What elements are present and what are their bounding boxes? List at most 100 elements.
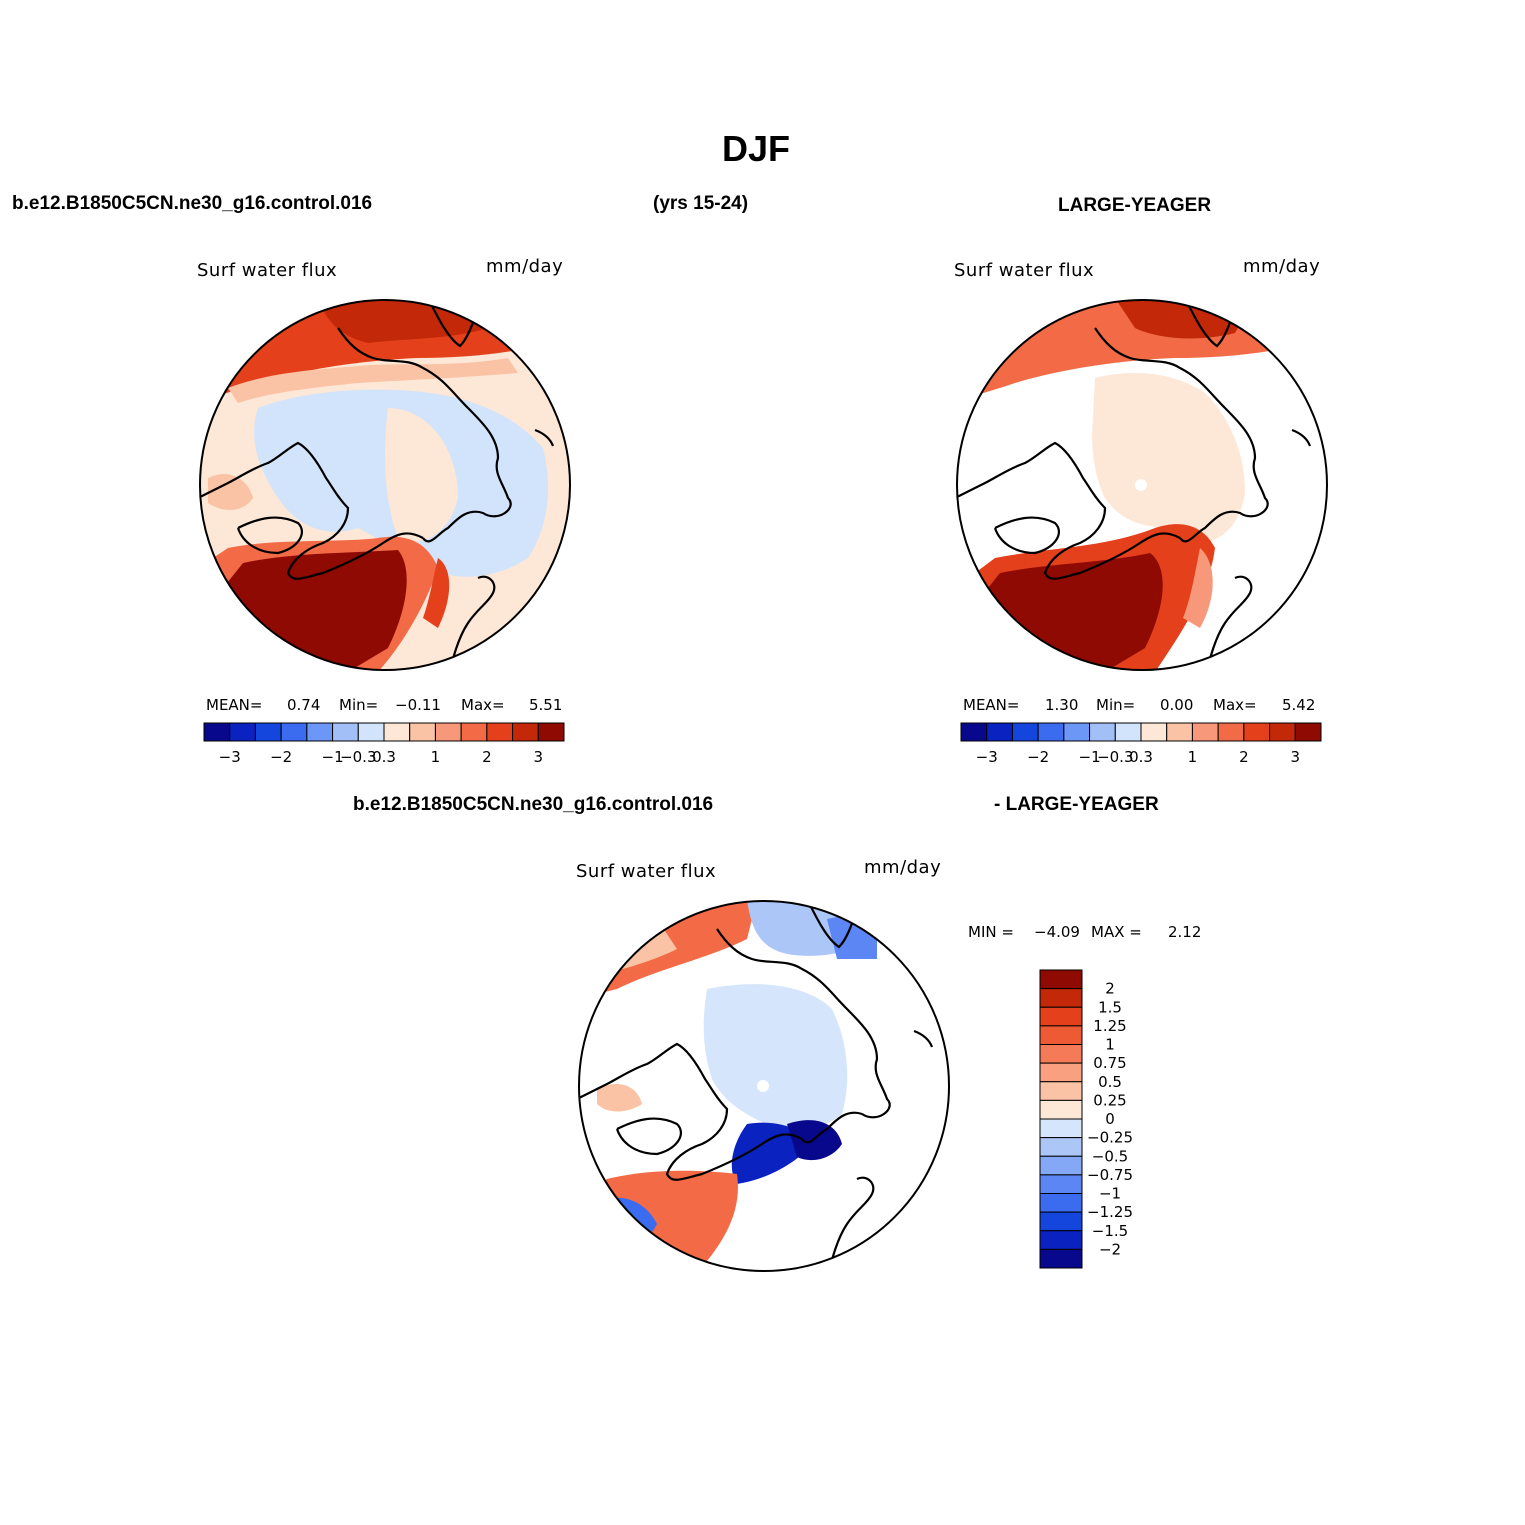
obs-colorbar-box <box>1063 722 1091 742</box>
model-min-label: Min= <box>339 696 379 714</box>
diff-colorbar-tick: 0.5 <box>1098 1073 1122 1091</box>
diff-colorbar-tick: −1.5 <box>1092 1222 1128 1240</box>
model-colorbar-box <box>203 722 231 742</box>
model-colorbar-box <box>306 722 334 742</box>
model-colorbar-box <box>280 722 308 742</box>
obs-colorbar-box <box>1089 722 1116 742</box>
diff-map-boundary <box>578 900 950 1272</box>
model-norway-band <box>423 558 450 628</box>
panel-diff-units: mm/day <box>864 857 942 878</box>
diff-min-label: MIN = <box>968 923 1014 941</box>
diff-colorbar-box <box>1039 1137 1083 1157</box>
panel-diff-label: Surf water flux <box>576 861 717 882</box>
obs-colorbar-tick: −3 <box>976 748 998 766</box>
panel-model-label: Surf water flux <box>197 260 338 281</box>
model-mean-value: 0.74 <box>287 696 321 714</box>
obs-colorbar-box <box>1243 722 1271 742</box>
obs-colorbar-tick: 2 <box>1239 748 1249 766</box>
obs-arctic-field <box>1092 373 1245 543</box>
diff-colorbar-box <box>1039 1062 1083 1083</box>
obs-colorbar-tick: 3 <box>1291 748 1301 766</box>
diff-colorbar-box <box>1039 988 1083 1008</box>
diff-arctic-negative <box>703 984 848 1131</box>
model-colorbar-tick: −0.3 <box>340 748 376 766</box>
diff-colorbar-tick: −2 <box>1099 1240 1121 1258</box>
diff-colorbar-tick: −1.25 <box>1087 1203 1133 1221</box>
diff-colorbar-box <box>1039 1025 1083 1045</box>
obs-colorbar-tick: 1 <box>1188 748 1198 766</box>
obs-polar-map <box>956 299 1328 671</box>
diff-colorbar-box <box>1039 1099 1083 1120</box>
model-colorbar-tick: 3 <box>534 748 544 766</box>
model-arctic-positive-lobe <box>385 408 458 542</box>
diff-colorbar-box <box>1039 1006 1083 1027</box>
obs-colorbar: −3 −2 −1−0.30.3 1 2 3 <box>960 722 1322 766</box>
obs-name: LARGE-YEAGER <box>1058 195 1212 216</box>
diff-colorbar-tick: 0.75 <box>1093 1054 1126 1072</box>
diff-min-value: −4.09 <box>1034 923 1080 941</box>
obs-mean-label: MEAN= <box>963 696 1020 714</box>
model-colorbar-box <box>434 722 462 742</box>
diff-colorbar-tick: 1.5 <box>1098 998 1122 1016</box>
obs-min-value: 0.00 <box>1160 696 1194 714</box>
diff-colorbar-box <box>1039 1155 1083 1176</box>
obs-mean-value: 1.30 <box>1045 696 1079 714</box>
diff-colorbar-box <box>1039 1044 1083 1064</box>
diff-colorbar-tick: 0 <box>1105 1110 1115 1128</box>
obs-pole-hole <box>1135 479 1147 491</box>
obs-colorbar-box <box>1037 722 1065 742</box>
model-colorbar-box <box>229 722 256 742</box>
model-colorbar-box <box>383 722 411 742</box>
diff-colorbar: 21.51.2510.750.50.250−0.25−0.5−0.75−1−1.… <box>1039 969 1133 1269</box>
obs-colorbar-box <box>1011 722 1039 742</box>
diff-kara-strong-negative <box>787 1120 842 1161</box>
diff-colorbar-tick: −0.75 <box>1087 1166 1133 1184</box>
obs-colorbar-tick: −2 <box>1027 748 1049 766</box>
obs-max-label: Max= <box>1213 696 1257 714</box>
diff-colorbar-tick: −0.25 <box>1087 1129 1133 1147</box>
obs-map-boundary <box>956 299 1328 671</box>
diff-colorbar-tick: −1 <box>1099 1185 1121 1203</box>
obs-colorbar-box <box>1166 722 1193 742</box>
diff-colorbar-tick: 1.25 <box>1093 1017 1126 1035</box>
diff-colorbar-box <box>1039 1230 1083 1250</box>
model-alaska-patch <box>208 474 253 510</box>
diff-colorbar-tick: 1 <box>1105 1036 1115 1054</box>
model-max-label: Max= <box>461 696 505 714</box>
panel-model-units: mm/day <box>486 256 564 277</box>
obs-colorbar-box <box>986 722 1013 742</box>
model-colorbar-box <box>460 722 488 742</box>
obs-colorbar-box <box>1269 722 1296 742</box>
obs-norway-band <box>1183 548 1213 628</box>
panel-obs-units: mm/day <box>1243 256 1321 277</box>
diff-colorbar-box <box>1039 1248 1083 1269</box>
diff-max-value: 2.12 <box>1168 923 1202 941</box>
diff-colorbar-box <box>1039 1174 1083 1194</box>
obs-colorbar-tick: −0.3 <box>1097 748 1133 766</box>
obs-colorbar-tick: −1 <box>1079 748 1101 766</box>
model-atlantic-core <box>218 550 407 670</box>
model-colorbar: −3 −2 −1−0.30.3 1 2 3 <box>203 722 565 766</box>
model-min-value: −0.11 <box>395 696 441 714</box>
obs-colorbar-box <box>960 722 988 742</box>
diff-obs-name: - LARGE-YEAGER <box>994 794 1159 815</box>
obs-colorbar-box <box>1114 722 1142 742</box>
diff-polar-map <box>578 900 950 1272</box>
model-colorbar-box <box>537 722 565 742</box>
obs-max-value: 5.42 <box>1282 696 1316 714</box>
diff-coastlines <box>579 901 934 1271</box>
model-colorbar-box <box>332 722 359 742</box>
diff-max-label: MAX = <box>1091 923 1142 941</box>
model-polar-map <box>199 299 571 671</box>
diff-colorbar-tick: −0.5 <box>1092 1147 1128 1165</box>
model-mean-label: MEAN= <box>206 696 263 714</box>
model-colorbar-tick: 2 <box>482 748 492 766</box>
diff-colorbar-box <box>1039 969 1083 990</box>
model-colorbar-box <box>357 722 385 742</box>
obs-colorbar-tick: 0.3 <box>1129 748 1153 766</box>
diff-colorbar-box <box>1039 1211 1083 1232</box>
model-colorbar-tick: −3 <box>219 748 241 766</box>
model-max-value: 5.51 <box>529 696 563 714</box>
diff-colorbar-tick: 0.25 <box>1093 1091 1126 1109</box>
obs-colorbar-box <box>1217 722 1245 742</box>
